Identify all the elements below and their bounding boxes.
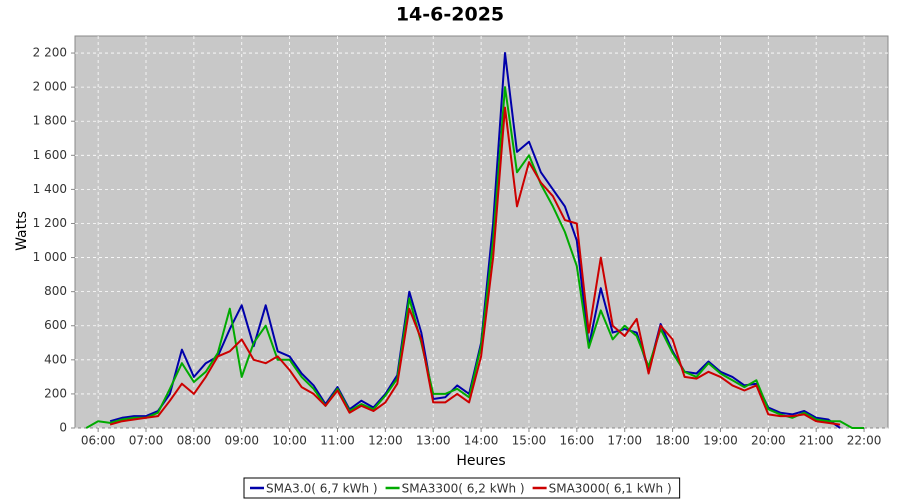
y-tick-label: 200 xyxy=(44,386,67,400)
x-tick-label: 07:00 xyxy=(129,434,164,448)
x-tick-label: 15:00 xyxy=(512,434,547,448)
series-line xyxy=(109,106,841,426)
legend-label: SMA3.0( 6,7 kWh ) xyxy=(266,482,378,496)
x-tick-label: 06:00 xyxy=(81,434,116,448)
x-tick-label: 22:00 xyxy=(847,434,882,448)
x-tick-label: 16:00 xyxy=(560,434,595,448)
legend-label: SMA3000( 6,1 kWh ) xyxy=(549,482,672,496)
x-tick-label: 21:00 xyxy=(799,434,834,448)
y-tick-label: 0 xyxy=(59,421,67,435)
y-tick-label: 600 xyxy=(44,318,67,332)
y-tick-label: 1 200 xyxy=(33,216,67,230)
x-tick-label: 19:00 xyxy=(703,434,738,448)
x-tick-label: 09:00 xyxy=(224,434,259,448)
x-tick-label: 18:00 xyxy=(655,434,690,448)
y-tick-label: 1 600 xyxy=(33,148,67,162)
legend-label: SMA3300( 6,2 kWh ) xyxy=(402,482,525,496)
x-axis-title: Heures xyxy=(456,453,505,469)
y-tick-label: 1 000 xyxy=(33,250,67,264)
y-tick-label: 1 400 xyxy=(33,182,67,196)
y-tick-label: 2 200 xyxy=(33,46,67,60)
x-tick-label: 13:00 xyxy=(416,434,451,448)
x-tick-label: 11:00 xyxy=(320,434,355,448)
plot-area xyxy=(74,35,889,429)
y-tick-label: 2 000 xyxy=(33,80,67,94)
x-tick-label: 08:00 xyxy=(177,434,212,448)
x-tick-label: 12:00 xyxy=(368,434,403,448)
x-tick-label: 10:00 xyxy=(272,434,307,448)
chart-title: 14-6-2025 xyxy=(396,4,504,26)
x-tick-label: 14:00 xyxy=(464,434,499,448)
legend-box xyxy=(243,477,681,499)
y-tick-label: 400 xyxy=(44,352,67,366)
y-axis-title: Watts xyxy=(14,211,30,251)
legend: SMA3.0( 6,7 kWh ) SMA3300( 6,2 kWh ) SMA30… xyxy=(243,477,681,499)
y-tick-label: 800 xyxy=(44,284,67,298)
x-tick-label: 20:00 xyxy=(751,434,786,448)
series-line xyxy=(85,86,865,429)
x-tick-label: 17:00 xyxy=(607,434,642,448)
y-tick-label: 1 800 xyxy=(33,114,67,128)
